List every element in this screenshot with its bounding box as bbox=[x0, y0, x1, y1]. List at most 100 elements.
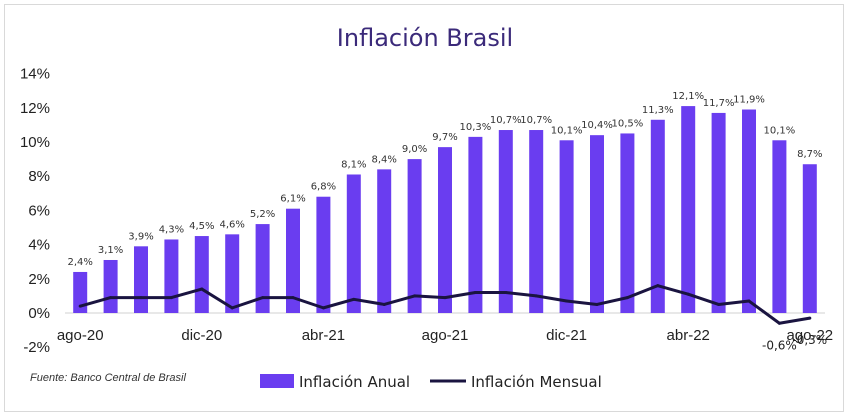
y-axis-labels: 14% 12% 10% 8% 6% 4% 2% 0% -2% bbox=[20, 66, 50, 357]
bar-may-22 bbox=[711, 112, 726, 314]
bar-jun-21 bbox=[377, 169, 392, 313]
source-note: Fuente: Banco Central de Brasil bbox=[30, 372, 186, 384]
bar-label: 10,1% bbox=[764, 125, 796, 136]
line-label: -0,6% bbox=[762, 338, 797, 352]
bar-jul-22 bbox=[772, 140, 787, 313]
x-tick-label: ago-22 bbox=[786, 327, 833, 344]
bar-feb-22 bbox=[620, 133, 635, 313]
bar-label: 8,7% bbox=[797, 149, 822, 160]
bar-label: 11,9% bbox=[733, 95, 765, 106]
bar-ago-21 bbox=[438, 147, 452, 313]
bar-label: 10,3% bbox=[460, 122, 492, 133]
chart-frame bbox=[4, 4, 844, 412]
bar-label: 11,3% bbox=[642, 105, 674, 116]
bar-label: 4,6% bbox=[219, 219, 244, 230]
line-point bbox=[78, 304, 82, 308]
line-point bbox=[169, 296, 173, 300]
line-point bbox=[686, 292, 690, 296]
legend-swatch-bar bbox=[260, 374, 294, 388]
legend: Inflación Anual Inflación Mensual bbox=[260, 373, 602, 391]
bar-label: 10,1% bbox=[551, 125, 583, 136]
line-point bbox=[717, 302, 721, 306]
line-point bbox=[200, 287, 204, 291]
y-tick-label: 12% bbox=[20, 100, 50, 117]
x-axis-labels: ago-20 dic-20 abr-21 ago-21 dic-21 abr-22 ago-… bbox=[57, 327, 833, 344]
bar-sep-20 bbox=[103, 259, 118, 313]
line-point bbox=[473, 290, 477, 294]
line-point bbox=[413, 294, 417, 298]
y-tick-label: 0% bbox=[28, 305, 50, 322]
line-point bbox=[595, 302, 599, 306]
bar-label: 9,0% bbox=[402, 144, 427, 155]
y-tick-label: 8% bbox=[28, 168, 50, 185]
x-tick-label: ago-21 bbox=[422, 327, 469, 344]
y-tick-label: 2% bbox=[28, 271, 50, 288]
chart-title: Inflación Brasil bbox=[337, 24, 513, 52]
line-label: -0,3% bbox=[792, 333, 827, 347]
bar-label: 12,1% bbox=[672, 91, 704, 102]
bar-dic-21 bbox=[559, 140, 574, 313]
bar-label: 9,7% bbox=[432, 132, 457, 143]
x-tick-label: abr-22 bbox=[667, 327, 710, 344]
y-tick-label: 10% bbox=[20, 134, 50, 151]
bar-mar-21 bbox=[286, 208, 300, 313]
line-point bbox=[230, 306, 234, 310]
bar-label: 8,4% bbox=[371, 154, 396, 165]
bar-ago-20 bbox=[73, 271, 88, 313]
y-tick-label: 14% bbox=[20, 66, 50, 83]
bar-label: 6,8% bbox=[311, 182, 336, 193]
line-point bbox=[352, 297, 356, 301]
line-point bbox=[109, 296, 113, 300]
bar-jun-22 bbox=[742, 109, 756, 313]
bar-label: 10,7% bbox=[520, 115, 552, 126]
line-point bbox=[443, 296, 447, 300]
bar-label: 5,2% bbox=[250, 209, 275, 220]
bar-label: 10,7% bbox=[490, 115, 522, 126]
line-point bbox=[808, 316, 812, 320]
bar-label: 4,3% bbox=[159, 224, 184, 235]
legend-label-anual: Inflación Anual bbox=[299, 373, 410, 391]
bar-label: 8,1% bbox=[341, 159, 366, 170]
x-tick-label: dic-20 bbox=[181, 327, 222, 344]
bar-sep-21 bbox=[468, 136, 483, 313]
line-point bbox=[382, 302, 386, 306]
line-point bbox=[534, 294, 538, 298]
bar-label: 10,5% bbox=[612, 118, 644, 129]
bar-mar-22 bbox=[650, 119, 665, 314]
y-tick-label: 4% bbox=[28, 237, 50, 254]
y-tick-label: 6% bbox=[28, 202, 50, 219]
x-tick-label: dic-21 bbox=[546, 327, 587, 344]
line-point bbox=[504, 290, 508, 294]
bar-feb-21 bbox=[255, 224, 270, 313]
bar-label: 3,1% bbox=[98, 245, 123, 256]
line-point bbox=[747, 299, 751, 303]
bar-jul-21 bbox=[407, 159, 422, 313]
line-point bbox=[291, 296, 295, 300]
line-point bbox=[625, 296, 629, 300]
line-point bbox=[565, 299, 569, 303]
bar-abr-21 bbox=[316, 196, 331, 313]
line-point bbox=[656, 284, 660, 288]
x-tick-label: abr-21 bbox=[302, 327, 345, 344]
bar-oct-21 bbox=[498, 130, 513, 313]
line-point bbox=[139, 296, 143, 300]
bar-oct-20 bbox=[134, 246, 148, 313]
bar-labels-layer: 2,4% 3,1% 3,9% 4,3% 4,5% 4,6% 5,2% 6,1% 6,8% 8,1%… bbox=[67, 91, 822, 268]
bar-dic-20 bbox=[194, 236, 209, 313]
bar-ago-22 bbox=[802, 164, 817, 313]
bar-label: 6,1% bbox=[280, 194, 305, 205]
bar-may-21 bbox=[346, 174, 361, 313]
legend-label-mensual: Inflación Mensual bbox=[471, 373, 602, 391]
bar-label: 2,4% bbox=[67, 257, 92, 268]
bar-nov-21 bbox=[529, 130, 544, 313]
y-tick-label: -2% bbox=[23, 339, 50, 356]
x-tick-label: ago-20 bbox=[57, 327, 104, 344]
bar-label: 11,7% bbox=[703, 98, 735, 109]
bar-label: 3,9% bbox=[128, 231, 153, 242]
bar-nov-20 bbox=[164, 239, 179, 313]
bar-ene-22 bbox=[590, 135, 604, 313]
bar-abr-22 bbox=[681, 106, 696, 313]
bar-label: 10,4% bbox=[581, 120, 613, 131]
line-point bbox=[777, 321, 781, 325]
